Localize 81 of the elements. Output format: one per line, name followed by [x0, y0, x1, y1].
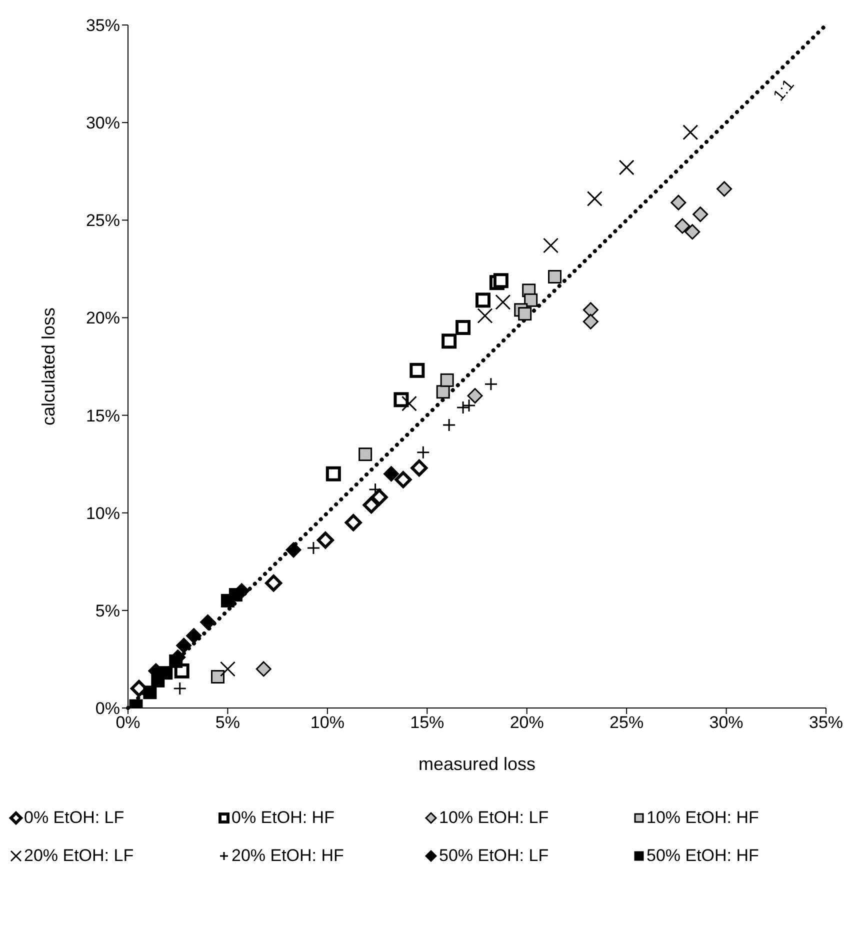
point — [518, 307, 532, 321]
point — [682, 124, 698, 140]
y-tick-label: 30% — [86, 114, 120, 133]
point — [186, 628, 202, 644]
x-tick-label: 25% — [610, 713, 644, 732]
point — [670, 194, 686, 210]
text: 1:1 — [770, 76, 798, 104]
point — [358, 448, 372, 462]
y-tick-label: 25% — [86, 211, 120, 230]
point — [401, 396, 417, 412]
point — [582, 314, 598, 330]
point — [143, 686, 157, 700]
point — [618, 160, 634, 176]
x-tick-label: 30% — [709, 713, 744, 732]
point — [416, 446, 430, 460]
legend-label: 50% EtOH: LF — [439, 846, 549, 866]
y-tick-label: 20% — [86, 308, 120, 328]
point — [200, 614, 216, 630]
point — [524, 293, 538, 307]
legend-label: 10% EtOH: HF — [646, 808, 759, 828]
point — [543, 238, 559, 254]
point — [410, 362, 425, 378]
point — [326, 466, 341, 482]
x-tick-label: 10% — [310, 713, 344, 732]
y-tick-label: 5% — [95, 601, 120, 620]
y-tick-label: 35% — [86, 16, 120, 36]
point — [440, 373, 454, 387]
point — [456, 400, 470, 414]
point — [220, 661, 236, 677]
legend-label: 0% EtOH: LF — [24, 808, 124, 828]
point — [484, 377, 498, 391]
point — [436, 385, 450, 399]
legend-label: 20% EtOH: HF — [232, 846, 344, 866]
x-tick-label: 20% — [510, 713, 544, 732]
point — [410, 459, 428, 476]
point — [344, 514, 362, 532]
point — [674, 218, 690, 234]
point — [586, 190, 602, 206]
point — [228, 588, 242, 602]
point — [173, 682, 187, 696]
y-tick-label: 15% — [86, 406, 120, 426]
point — [548, 270, 562, 284]
y-axis-title: calculated loss — [38, 307, 58, 426]
x-tick-label: 35% — [808, 713, 844, 732]
point — [462, 398, 476, 412]
point — [265, 574, 282, 592]
x-axis-title: measured loss — [418, 754, 536, 774]
point — [477, 308, 493, 324]
x-tick-label: 15% — [410, 713, 444, 732]
point — [383, 466, 399, 482]
point — [368, 482, 382, 496]
point — [467, 388, 483, 404]
point — [394, 471, 412, 488]
point — [210, 670, 224, 684]
point — [442, 418, 456, 432]
point — [475, 292, 490, 308]
point — [316, 532, 334, 549]
point — [716, 181, 732, 197]
point — [684, 224, 700, 240]
point — [692, 206, 708, 222]
point — [370, 488, 388, 506]
point — [495, 294, 511, 310]
point — [456, 320, 471, 335]
point — [394, 392, 409, 408]
point — [306, 541, 320, 555]
point — [169, 654, 183, 668]
point — [442, 334, 457, 349]
point — [159, 666, 173, 680]
point — [286, 542, 302, 558]
legend-label: 20% EtOH: LF — [24, 846, 134, 866]
x-tick-label: 5% — [215, 713, 240, 732]
x-tick-label: 0% — [116, 713, 140, 732]
legend-label: 10% EtOH: LF — [439, 808, 549, 828]
point — [130, 680, 148, 697]
point — [493, 273, 508, 288]
point — [256, 661, 272, 677]
y-tick-label: 10% — [86, 504, 120, 523]
legend-label: 0% EtOH: HF — [232, 808, 334, 828]
point — [582, 302, 598, 318]
point — [176, 638, 192, 654]
legend-label: 50% EtOH: HF — [646, 846, 759, 866]
